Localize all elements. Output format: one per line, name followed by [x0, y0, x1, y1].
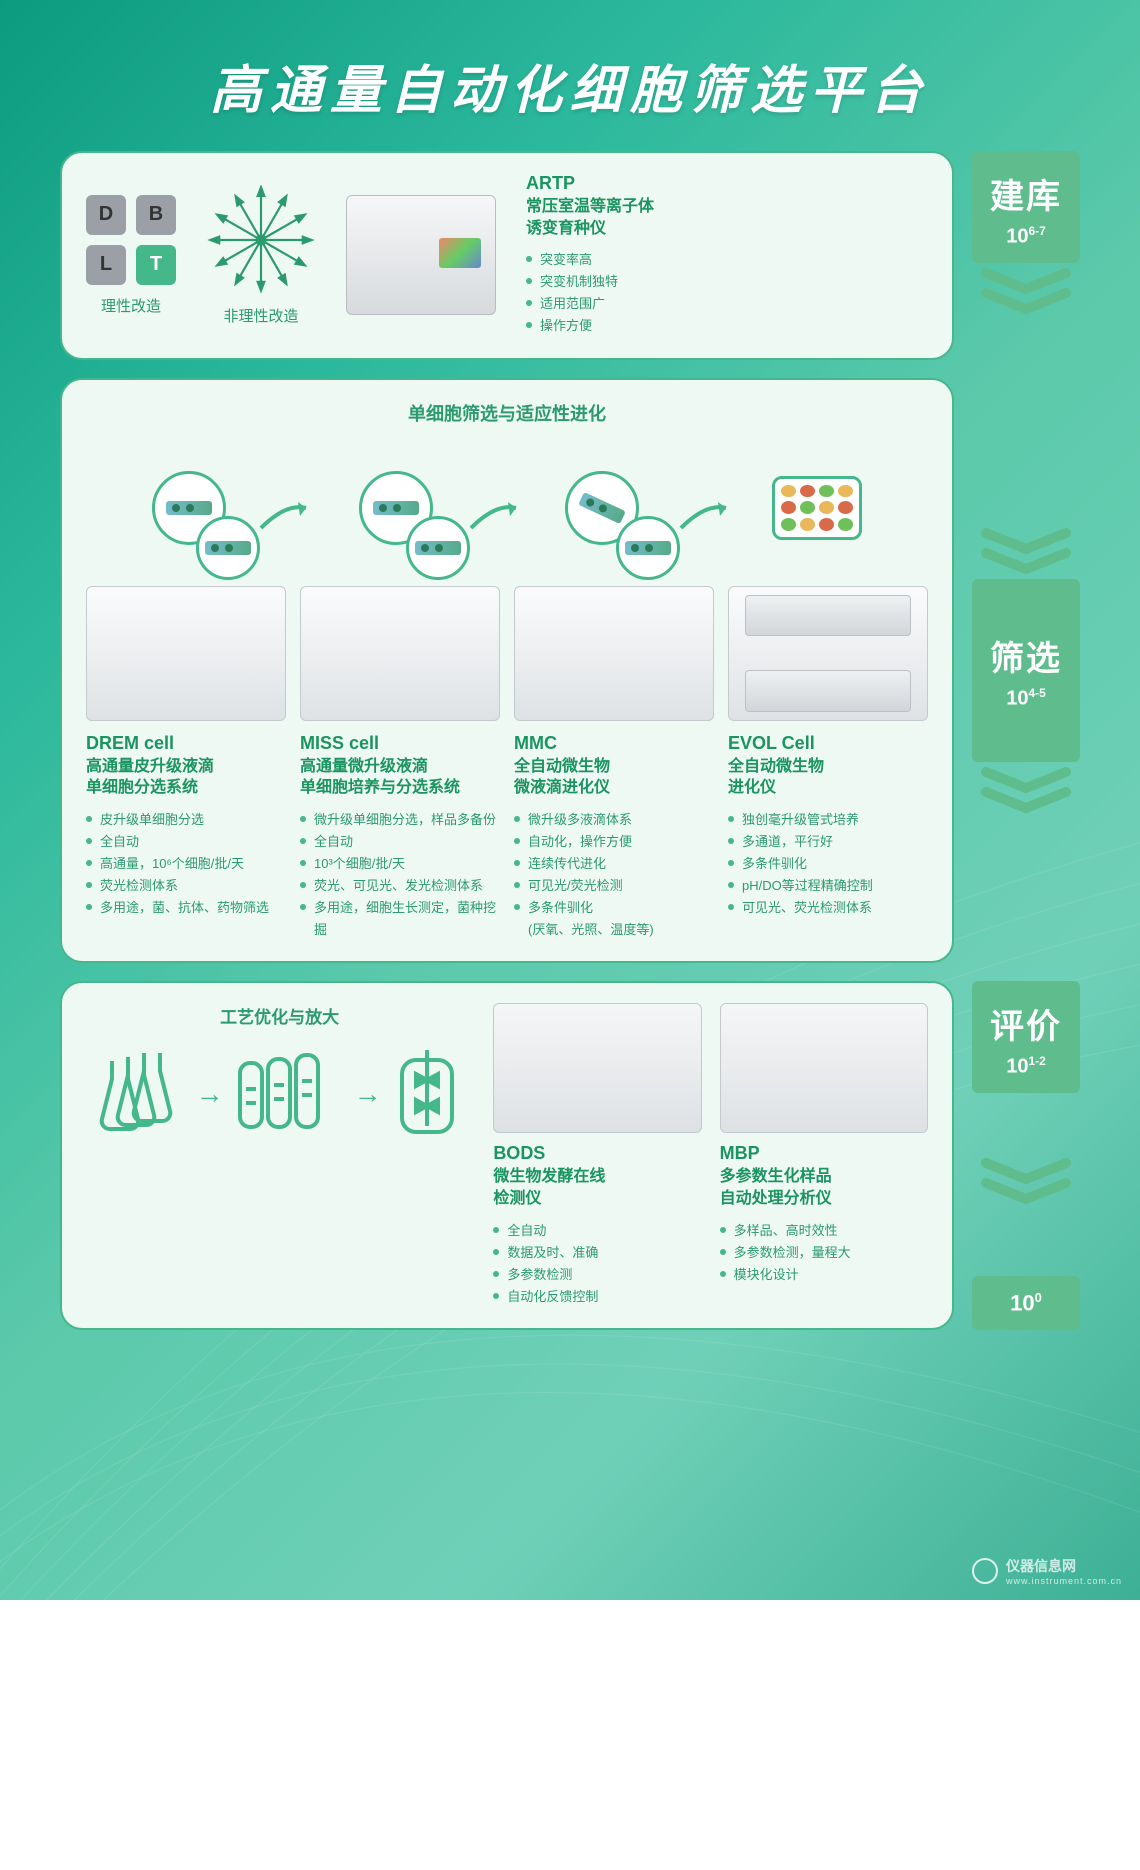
artp-device-image — [346, 195, 496, 315]
stage-3-sidebar: 评价 101-2 100 — [972, 981, 1080, 1330]
bullet-item: 多参数检测，量程大 — [720, 1242, 928, 1264]
stage-3-box: 评价 101-2 — [972, 981, 1080, 1093]
product-evol: EVOL Cell 全自动微生物进化仪 独创毫升级管式培养多通道，平行好多条件驯… — [728, 586, 928, 942]
evol-image — [728, 586, 928, 721]
rational-group: D B L T 理性改造 — [86, 195, 176, 316]
panel-evaluate: 工艺优化与放大 → → BODS 微生物发酵在线检测仪 全自动数据及时、准 — [60, 981, 954, 1330]
tubes-icon — [234, 1049, 344, 1139]
bods-image — [493, 1003, 701, 1133]
panel2-products: DREM cell 高通量皮升级液滴单细胞分选系统 皮升级单细胞分选全自动高通量… — [86, 586, 928, 942]
page-title: 高通量自动化细胞筛选平台 — [60, 48, 1080, 123]
bullet-item: 自动化反馈控制 — [493, 1286, 701, 1308]
bullet-item: 数据及时、准确 — [493, 1242, 701, 1264]
row-stage-2: 单细胞筛选与适应性进化 DREM cell 高通量皮升级液滴单细胞分选系统 皮 — [60, 378, 1080, 964]
miss-image — [300, 586, 500, 721]
bullet-item: 连续传代进化 — [514, 853, 714, 875]
bullet-item: 多用途，菌、抗体、药物筛选 — [86, 897, 286, 919]
bullet-item: 多参数检测 — [493, 1264, 701, 1286]
stage-2-box: 筛选 104-5 — [972, 579, 1080, 763]
bullet-item: 10³个细胞/批/天 — [300, 853, 500, 875]
stage-1-box: 建库 106-7 — [972, 151, 1080, 263]
bullet-item: 全自动 — [493, 1220, 701, 1242]
product-mmc: MMC 全自动微生物微液滴进化仪 微升级多液滴体系自动化，操作方便连续传代进化可… — [514, 586, 714, 942]
arrow-icon: → — [354, 1078, 382, 1110]
well-plate-icon — [772, 476, 862, 540]
final-scale-box: 100 — [972, 1276, 1080, 1330]
arrow-icon — [256, 498, 316, 538]
bullet-item: 多条件驯化 — [728, 853, 928, 875]
artp-bullets: 突变率高突变机制独特适用范围广操作方便 — [526, 249, 928, 337]
bullet-item: 操作方便 — [526, 315, 928, 337]
bullet-item: 模块化设计 — [720, 1264, 928, 1286]
chevron-down-icon — [972, 267, 1080, 315]
product-drem: DREM cell 高通量皮升级液滴单细胞分选系统 皮升级单细胞分选全自动高通量… — [86, 586, 286, 942]
stage-2-sidebar: 筛选 104-5 — [972, 378, 1080, 964]
panel2-heading: 单细胞筛选与适应性进化 — [86, 400, 928, 426]
watermark-url: www.instrument.com.cn — [1006, 1576, 1122, 1586]
bullet-item: 突变率高 — [526, 249, 928, 271]
dblt-icon: D B L T — [86, 195, 176, 285]
row-stage-1: D B L T 理性改造 — [60, 151, 1080, 360]
flask-icon — [98, 1049, 186, 1139]
bullet-item: 荧光检测体系 — [86, 875, 286, 897]
flow-node-3b — [616, 516, 680, 580]
bullet-item: 可见光/荧光检测 — [514, 875, 714, 897]
arrow-icon: → — [196, 1078, 224, 1110]
irrational-group: 非理性改造 — [206, 185, 316, 326]
rational-label: 理性改造 — [101, 295, 161, 316]
bullet-item: 全自动 — [86, 831, 286, 853]
watermark: 仪器信息网 www.instrument.com.cn — [972, 1556, 1122, 1586]
bullet-item: 独创毫升级管式培养 — [728, 809, 928, 831]
bullet-item: 多用途，细胞生长测定，菌种挖掘 — [300, 897, 500, 941]
row-stage-3: 工艺优化与放大 → → BODS 微生物发酵在线检测仪 全自动数据及时、准 — [60, 981, 1080, 1330]
artp-name: ARTP — [526, 173, 928, 194]
bullet-item: 荧光、可见光、发光检测体系 — [300, 875, 500, 897]
arrow-icon — [676, 498, 736, 538]
flow-node-2b — [406, 516, 470, 580]
starburst-icon — [206, 185, 316, 295]
arrow-icon — [466, 498, 526, 538]
product-mbp: MBP 多参数生化样品自动处理分析仪 多样品、高时效性多参数检测，量程大模块化设… — [720, 1003, 928, 1308]
mbp-image — [720, 1003, 928, 1133]
bullet-item: 多样品、高时效性 — [720, 1220, 928, 1242]
bullet-item: 适用范围广 — [526, 293, 928, 315]
bullet-item: pH/DO等过程精确控制 — [728, 875, 928, 897]
bullet-item: 突变机制独特 — [526, 271, 928, 293]
bullet-item: 微升级多液滴体系 — [514, 809, 714, 831]
bullet-item: 高通量，10⁶个细胞/批/天 — [86, 853, 286, 875]
bullet-item: 多条件驯化(厌氧、光照、温度等) — [514, 897, 714, 941]
bullet-item: 皮升级单细胞分选 — [86, 809, 286, 831]
bioreactor-icon — [392, 1046, 462, 1142]
scaleup-group: 工艺优化与放大 → → — [86, 1003, 473, 1308]
stage-1-sidebar: 建库 106-7 — [972, 151, 1080, 360]
artp-product: ARTP 常压室温等离子体诱变育种仪 突变率高突变机制独特适用范围广操作方便 — [526, 173, 928, 338]
mmc-image — [514, 586, 714, 721]
product-bods: BODS 微生物发酵在线检测仪 全自动数据及时、准确多参数检测自动化反馈控制 — [493, 1003, 701, 1308]
drem-image — [86, 586, 286, 721]
flow-diagram — [86, 438, 928, 578]
bullet-item: 多通道，平行好 — [728, 831, 928, 853]
flow-node-1b — [196, 516, 260, 580]
artp-subtitle: 常压室温等离子体诱变育种仪 — [526, 196, 928, 239]
bullet-item: 微升级单细胞分选，样品多备份 — [300, 809, 500, 831]
watermark-logo-icon — [972, 1558, 998, 1584]
panel-screen: 单细胞筛选与适应性进化 DREM cell 高通量皮升级液滴单细胞分选系统 皮 — [60, 378, 954, 964]
chevron-down-icon — [972, 382, 1080, 575]
bullet-item: 可见光、荧光检测体系 — [728, 897, 928, 919]
watermark-text: 仪器信息网 — [1006, 1558, 1076, 1574]
bullet-item: 自动化，操作方便 — [514, 831, 714, 853]
bullet-item: 全自动 — [300, 831, 500, 853]
panel-build: D B L T 理性改造 — [60, 151, 954, 360]
irrational-label: 非理性改造 — [223, 305, 298, 326]
chevron-down-icon — [972, 1097, 1080, 1266]
product-miss: MISS cell 高通量微升级液滴单细胞培养与分选系统 微升级单细胞分选，样品… — [300, 586, 500, 942]
chevron-down-icon — [972, 766, 1080, 959]
